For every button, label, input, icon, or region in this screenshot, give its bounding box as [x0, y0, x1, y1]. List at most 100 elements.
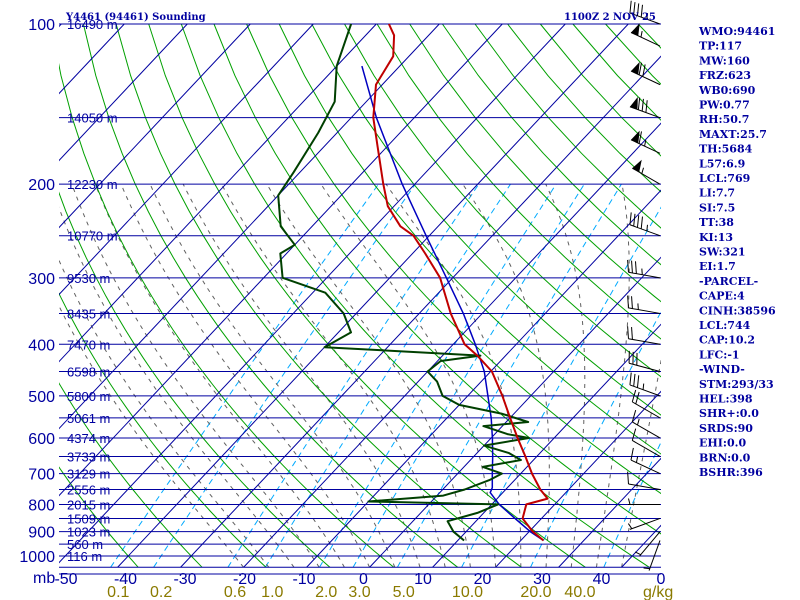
isotherm-line — [369, 256, 661, 568]
height-label: 2015 m — [67, 497, 110, 512]
index-item: LFC:-1 — [699, 348, 740, 361]
wind-barb — [631, 409, 661, 439]
wind-barb — [627, 295, 661, 314]
index-item: EI:1.7 — [699, 260, 736, 273]
index-item: TT:38 — [699, 216, 734, 229]
isotherm-line — [59, 23, 377, 363]
dry-adiabat — [148, 23, 586, 568]
isotherm-line — [180, 55, 661, 568]
pressure-unit-label: mb — [33, 570, 55, 587]
mixing-ratio-tick-label: 0.1 — [107, 584, 129, 600]
moist-adiabat — [266, 183, 471, 568]
dry-adiabat — [59, 191, 331, 568]
wind-barb — [627, 471, 661, 491]
height-label: 4374 m — [67, 431, 110, 446]
pressure-tick-label: 800 — [28, 497, 55, 514]
wind-barb — [631, 428, 661, 457]
moist-adiabat — [462, 183, 550, 568]
moist-adiabat — [545, 183, 586, 568]
moist-adiabats — [59, 183, 661, 568]
temperature-tick-label: -10 — [292, 571, 315, 588]
index-item: SI:7.5 — [699, 201, 735, 214]
isotherm-line — [59, 23, 503, 497]
wind-barb — [630, 61, 661, 86]
observation-time: 1100Z 2 NOV 25 — [564, 12, 656, 23]
mixing-ratio-line — [603, 441, 661, 568]
dewpoint-trace — [277, 23, 530, 542]
height-label: 12230 m — [67, 177, 118, 192]
index-item: MW:160 — [699, 54, 750, 67]
temperature-trace — [372, 23, 549, 542]
height-label: 2556 m — [67, 483, 110, 498]
temperature-tick-label: 40 — [593, 571, 611, 588]
index-item: CAP:10.2 — [699, 334, 755, 347]
index-item: SHR+:0.0 — [699, 407, 759, 420]
index-item: FRZ:623 — [699, 69, 751, 82]
pressure-tick-label: 700 — [28, 467, 55, 484]
index-item: TP:117 — [699, 40, 742, 53]
mixing-ratio-line — [153, 183, 416, 568]
isotherm-line — [59, 23, 251, 229]
pressure-tick-label: 100 — [28, 17, 55, 34]
mixing-ratio-line — [530, 310, 661, 568]
mixing-ratio-tick-label: 2.0 — [315, 584, 337, 600]
mixing-ratio-line — [227, 183, 480, 568]
index-item: STM:293/33 — [699, 378, 774, 391]
index-item: PW:0.77 — [699, 99, 750, 112]
moist-adiabat — [182, 183, 421, 568]
mixing-ratio-line — [352, 183, 585, 568]
mixing-ratio-tick-label: 1.0 — [261, 584, 283, 600]
isotherm-line — [432, 323, 661, 568]
height-label: 560 m — [67, 537, 103, 552]
mixing-ratio-line — [110, 183, 379, 568]
height-label: 5800 m — [67, 389, 110, 404]
height-label: 16490 m — [67, 17, 118, 32]
wind-barb — [628, 498, 660, 505]
dry-adiabat — [344, 23, 661, 378]
moist-adiabat — [221, 183, 446, 568]
isotherms — [59, 23, 661, 568]
height-label: 6598 m — [67, 365, 110, 380]
isotherm-line — [243, 122, 661, 568]
moist-adiabat — [59, 304, 244, 568]
temperature-tick-label: 30 — [533, 571, 551, 588]
mixing-ratio-tick-label: 0.2 — [150, 584, 172, 600]
index-item: CINH:38596 — [699, 304, 776, 317]
index-item: WB0:690 — [698, 84, 756, 97]
index-item: BSHR:396 — [699, 466, 763, 479]
dewpoint-line — [277, 23, 530, 542]
temperature-tick-label: 10 — [414, 571, 432, 588]
pressure-tick-label: 300 — [28, 271, 55, 288]
wind-barb — [643, 540, 661, 571]
index-item: TH:5684 — [699, 143, 753, 156]
mixing-ratio-tick-label: 0.6 — [224, 584, 246, 600]
index-item: LCL:744 — [699, 319, 751, 332]
parcel-line — [361, 65, 544, 542]
isotherm-line — [558, 457, 661, 568]
height-label: 116 m — [67, 549, 102, 564]
mixing-ratio-line — [264, 183, 511, 568]
moist-adiabat — [59, 258, 270, 568]
wind-barb — [629, 212, 661, 237]
height-label: 1023 m — [67, 525, 110, 540]
pressure-tick-label: 200 — [28, 177, 55, 194]
index-item: L57:6.9 — [699, 157, 745, 170]
dry-adiabat — [311, 23, 661, 416]
dry-adiabat — [376, 23, 661, 340]
moist-adiabat — [120, 183, 371, 568]
pressure-tick-label: 900 — [28, 525, 55, 542]
pressure-tick-label: 1000 — [19, 549, 55, 566]
index-item: SW:321 — [699, 246, 746, 259]
height-label: 9530 m — [67, 271, 110, 286]
index-item: SRDS:90 — [699, 422, 753, 435]
pressure-tick-label: 500 — [28, 389, 55, 406]
height-label: 7470 m — [67, 337, 110, 352]
wind-barb — [630, 130, 661, 154]
mixing-ratio-tick-label: 10.0 — [452, 584, 483, 600]
mixing-ratio-unit-label: g/kg — [643, 584, 673, 600]
index-item: EHI:0.0 — [699, 437, 746, 450]
index-item: LCL:769 — [699, 172, 750, 185]
isotherm-line — [495, 390, 661, 568]
mixing-ratio-tick-label: 40.0 — [564, 584, 595, 600]
